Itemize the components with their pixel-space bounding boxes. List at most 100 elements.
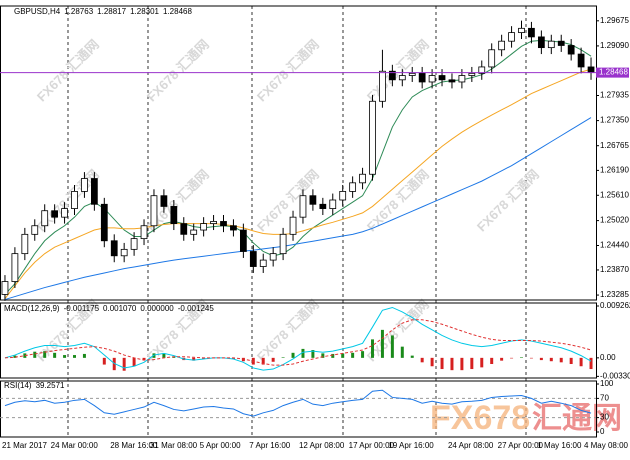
histogram-bar — [529, 357, 533, 359]
readout: 1.28301 — [130, 7, 159, 16]
histogram-bar — [460, 357, 464, 371]
histogram-bar — [579, 357, 583, 367]
candle-body — [220, 221, 227, 227]
candle-body — [140, 225, 148, 240]
x-tick-label: 7 Apr 16:00 — [249, 441, 290, 450]
candle-body — [41, 210, 49, 227]
candle-body — [1, 281, 9, 295]
histogram-bar — [569, 357, 573, 365]
candle-body — [478, 66, 486, 74]
candle-body — [458, 75, 466, 83]
histogram-bar — [480, 357, 484, 368]
y-tick-label: 1.27350 — [600, 116, 629, 125]
candle-body — [120, 248, 128, 257]
y-tick-label: 1.29675 — [600, 16, 629, 25]
candle-body — [299, 195, 307, 218]
candle-body — [100, 203, 108, 242]
candle-body — [349, 182, 357, 192]
candle-body — [428, 75, 436, 83]
histogram-bar — [371, 339, 374, 358]
candle-body — [309, 195, 317, 205]
y-tick-label: 1.23870 — [600, 265, 629, 274]
histogram-bar — [132, 357, 136, 367]
x-tick-label: 21 Mar 2017 — [2, 441, 47, 450]
candle-body — [518, 27, 525, 34]
histogram-bar — [231, 357, 235, 359]
y-tick-label: 30 — [600, 413, 609, 422]
watermark: FX678 汇通网 — [144, 37, 212, 105]
y-tick-label: 1.24440 — [600, 241, 629, 250]
histogram-bar — [440, 357, 444, 370]
y-tick-label: 0 — [600, 427, 605, 436]
x-tick-label: 24 Apr 08:00 — [448, 441, 494, 450]
candle-body — [379, 70, 386, 102]
histogram-bar — [380, 329, 384, 358]
histogram-bar — [351, 352, 355, 358]
candle-body — [438, 75, 446, 81]
candle-body — [448, 79, 456, 83]
candle-body — [557, 40, 565, 46]
y-tick-label: 1.23285 — [600, 290, 629, 299]
series-line — [4, 319, 592, 366]
histogram-bar — [400, 346, 404, 358]
histogram-bar — [589, 357, 593, 370]
current-price-label: 1.28468 — [599, 68, 628, 77]
readout: 39.2571 — [36, 381, 65, 390]
candle-body — [528, 27, 535, 38]
candle-body — [408, 72, 416, 76]
x-tick-label: 24 Mar 00:00 — [51, 441, 99, 450]
candle-body — [31, 225, 39, 235]
y-tick-label: 1.26765 — [600, 141, 629, 150]
histogram-bar — [192, 357, 196, 361]
candle-body — [170, 206, 178, 225]
histogram-bar — [122, 357, 126, 371]
x-tick-label: 17 Apr 00:00 — [349, 441, 395, 450]
x-tick-label: 28 Mar 16:00 — [110, 441, 158, 450]
histogram-bar — [162, 353, 166, 358]
x-tick-label: 1 May 16:00 — [537, 441, 582, 450]
watermark: FX678 汇通网 — [364, 167, 432, 235]
histogram-bar — [53, 352, 57, 358]
candle-body — [21, 233, 29, 255]
candle-body — [110, 240, 118, 257]
readout: 1.28763 — [64, 7, 93, 16]
candle-body — [359, 173, 366, 184]
panel-frame — [0, 5, 597, 301]
candle-body — [388, 70, 396, 81]
indicator-title: RSI(14) — [4, 381, 32, 390]
candle-body — [498, 40, 506, 51]
candle-body — [81, 178, 88, 192]
histogram-bar — [450, 357, 454, 371]
readout: 0.000000 — [140, 304, 174, 313]
candle-body — [329, 199, 337, 209]
y-tick-label: 1.26190 — [600, 165, 629, 174]
histogram-bar — [331, 353, 335, 358]
watermark: FX678 汇通网 — [364, 37, 432, 105]
histogram-bar — [112, 357, 116, 371]
histogram-bar — [500, 357, 504, 361]
histogram-bar — [13, 355, 17, 358]
histogram-bar — [410, 355, 414, 358]
candle-body — [587, 66, 595, 73]
histogram-bar — [420, 357, 424, 363]
x-tick-label: 19 Apr 16:00 — [388, 441, 434, 450]
candle-body — [319, 203, 327, 209]
logo-text: 汇通网 — [532, 402, 622, 435]
histogram-bar — [490, 357, 494, 365]
candle-body — [130, 238, 138, 250]
indicator-title: GBPUSD,H4 — [14, 7, 61, 16]
readout: 1.28817 — [97, 7, 126, 16]
candle-body — [547, 40, 555, 49]
candle-body — [339, 191, 347, 201]
candle-body — [150, 195, 158, 227]
candle-body — [488, 49, 496, 68]
x-tick-label: 4 May 08:00 — [584, 441, 629, 450]
candle-body — [537, 36, 545, 49]
y-tick-label: 0.00 — [600, 353, 616, 362]
histogram-bar — [43, 351, 47, 358]
x-tick-label: 31 Mar 08:00 — [150, 441, 198, 450]
watermark: FX678 汇通网 — [474, 167, 542, 235]
histogram-bar — [559, 357, 563, 363]
histogram-bar — [361, 351, 365, 358]
candle-body — [51, 210, 59, 218]
